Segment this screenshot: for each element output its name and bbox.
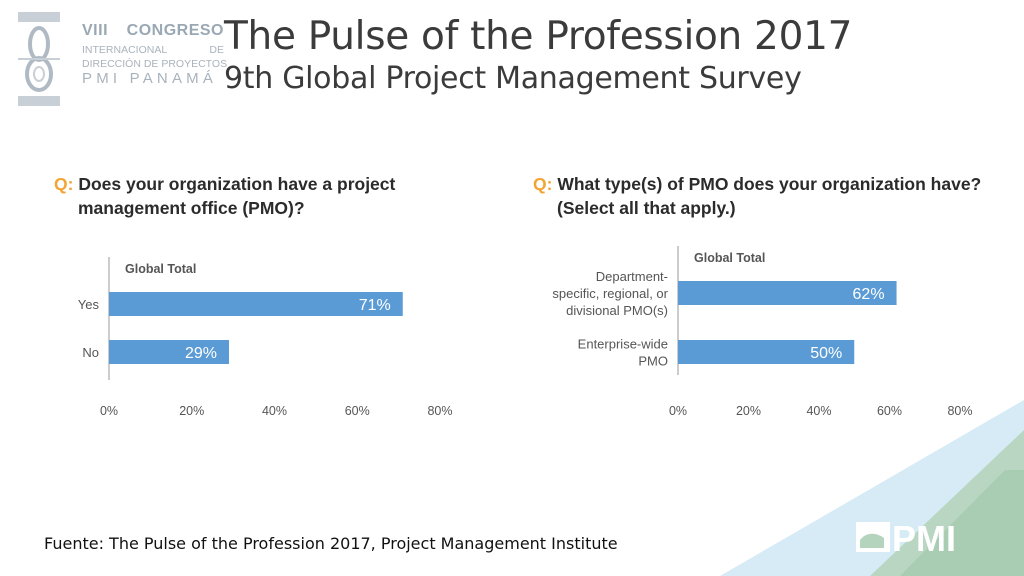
chart2-question-prefix: Q: (533, 174, 553, 194)
chart2-value-label-1: 50% (810, 345, 842, 362)
chart2-value-label-0: 62% (853, 286, 885, 303)
chart1-bar-0 (109, 292, 403, 316)
chart2-category-label-0-2: divisional PMO(s) (566, 303, 668, 318)
chart1-x-tick-3: 60% (345, 404, 370, 418)
chart1-question-line2: management office (PMO)? (78, 198, 305, 218)
chart2-category-label-1-0: Enterprise-wide (578, 337, 668, 352)
chart1-category-label-0-0: Yes (78, 297, 100, 312)
chart1-category-label-1-0: No (82, 345, 99, 360)
chart2-category-label-0-1: specific, regional, or (552, 286, 668, 301)
chart1-value-label-1: 29% (185, 345, 217, 362)
chart2-bar-0 (678, 281, 897, 305)
chart2-category-label-1-1: PMO (638, 354, 668, 369)
logo-direccion: DIRECCIÓN DE PROYECTOS (82, 58, 228, 70)
chart2-question-line1: What type(s) of PMO does your organizati… (557, 174, 982, 194)
chart1-value-label-0: 71% (359, 297, 391, 314)
chart2-x-tick-4: 80% (947, 404, 972, 418)
chart2-series-label: Global Total (694, 251, 765, 265)
pmi-logo-icon: PMI (856, 518, 956, 556)
logo-pmi-panama: PMI PANAMÁ (82, 70, 218, 87)
logo-internacional: INTERNACIONAL (82, 44, 168, 56)
source-citation: Fuente: The Pulse of the Profession 2017… (44, 534, 618, 553)
chart2-question: Q: What type(s) of PMO does your organiz… (533, 172, 981, 220)
chart1-x-tick-4: 80% (427, 404, 452, 418)
chart1-x-tick-0: 0% (100, 404, 118, 418)
chart2-question-line2: (Select all that apply.) (557, 198, 736, 218)
chart1-series-label: Global Total (125, 262, 196, 276)
congress-logo: VIII CONGRESO INTERNACIONAL DE DIRECCIÓN… (8, 8, 227, 108)
logo-congreso: CONGRESO (126, 22, 224, 39)
pmi-logo-text: PMI (892, 518, 956, 556)
congress-emblem-icon (18, 12, 60, 106)
chart2-x-tick-1: 20% (736, 404, 761, 418)
chart1-x-tick-2: 40% (262, 404, 287, 418)
chart2-x-tick-3: 60% (877, 404, 902, 418)
chart2-bar-1 (678, 340, 855, 364)
slide-title: The Pulse of the Profession 2017 9th Glo… (224, 14, 852, 98)
chart2-x-tick-2: 40% (806, 404, 831, 418)
chart2-x-tick-0: 0% (669, 404, 687, 418)
chart1-pmo-existence: Global Total 71% Yes 29% No 0% 20% 40% 60% 80% (78, 257, 453, 418)
logo-de: DE (209, 44, 224, 56)
chart1-question: Q: Does your organization have a project… (54, 172, 395, 220)
chart1-question-line1: Does your organization have a project (78, 174, 396, 194)
title-main: The Pulse of the Profession 2017 (224, 14, 853, 59)
chart1-question-prefix: Q: (54, 174, 74, 194)
logo-roman-numeral: VIII (82, 22, 109, 39)
chart1-x-tick-1: 20% (179, 404, 204, 418)
chart2-category-label-0-0: Department- (596, 269, 668, 284)
chart2-pmo-types: Global Total 62% Department-specific, regi… (552, 246, 973, 418)
chart1-bar-1 (109, 340, 229, 364)
title-subtitle: 9th Global Project Management Survey (224, 61, 802, 96)
